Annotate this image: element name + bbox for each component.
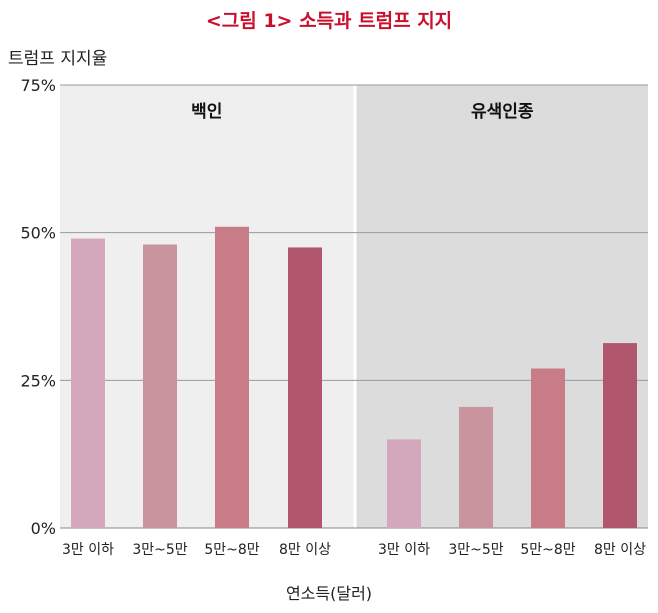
bar bbox=[288, 247, 322, 528]
y-tick-label: 25% bbox=[20, 371, 56, 390]
bar bbox=[459, 406, 493, 528]
panel-label: 백인 bbox=[191, 102, 222, 122]
y-axis-label: 트럼프 지지율 bbox=[8, 49, 108, 69]
bar bbox=[603, 343, 637, 528]
y-tick-label: 75% bbox=[20, 76, 56, 95]
x-tick-label: 3만~5만 bbox=[132, 542, 187, 558]
x-tick-label: 3만~5만 bbox=[448, 542, 503, 558]
bar bbox=[387, 439, 421, 528]
panel-label: 유색인종 bbox=[471, 102, 534, 122]
x-tick-label: 5만~8만 bbox=[204, 542, 259, 558]
bar bbox=[143, 244, 177, 529]
x-tick-label: 5만~8만 bbox=[520, 542, 575, 558]
bar bbox=[531, 368, 565, 528]
x-tick-label: 8만 이상 bbox=[594, 542, 646, 558]
bar bbox=[71, 238, 105, 528]
y-tick-label: 0% bbox=[31, 519, 56, 538]
x-axis-label: 연소득(달러) bbox=[285, 584, 373, 603]
chart-title: <그림 1> 소득과 트럼프 지지 bbox=[205, 10, 453, 32]
bar bbox=[215, 226, 249, 528]
y-tick-label: 50% bbox=[20, 224, 56, 243]
x-tick-label: 3만 이하 bbox=[62, 542, 114, 558]
x-tick-label: 8만 이상 bbox=[279, 542, 331, 558]
x-tick-label: 3만 이하 bbox=[378, 542, 430, 558]
